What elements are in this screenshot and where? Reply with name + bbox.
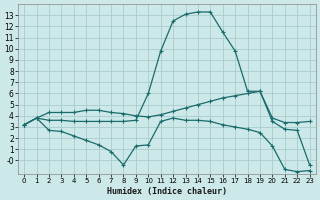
X-axis label: Humidex (Indice chaleur): Humidex (Indice chaleur) xyxy=(107,187,227,196)
